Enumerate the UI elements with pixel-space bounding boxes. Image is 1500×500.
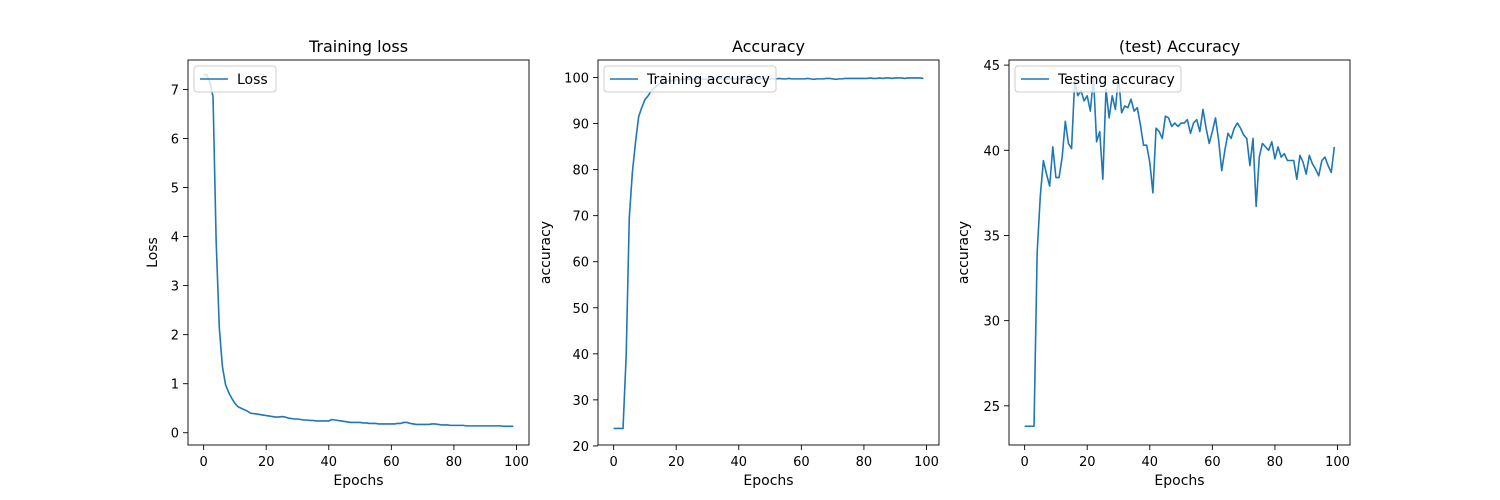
legend-box xyxy=(193,65,277,93)
x-tick-label: 80 xyxy=(856,455,873,470)
y-tick-label: 35 xyxy=(983,229,1000,244)
x-tick-label: 40 xyxy=(321,455,338,470)
y-tick-label: 45 xyxy=(983,59,1000,74)
y-tick-label: 40 xyxy=(983,144,1000,159)
y-tick-label: 90 xyxy=(572,118,589,133)
x-axis-label: Epochs xyxy=(743,473,793,489)
x-tick-label: 80 xyxy=(1267,455,1284,470)
y-axis-label: accuracy xyxy=(538,221,554,284)
plot-frame xyxy=(187,59,530,446)
x-tick-label: 0 xyxy=(200,455,208,470)
legend-box xyxy=(1014,65,1182,93)
y-axis-label: accuracy xyxy=(956,221,972,284)
legend: Training accuracy xyxy=(603,65,777,93)
x-tick-label: 60 xyxy=(793,455,810,470)
y-tick-label: 1 xyxy=(171,378,179,393)
legend-label: Loss xyxy=(237,72,268,88)
legend-label: Training accuracy xyxy=(646,72,770,88)
chart-title: (test) Accuracy xyxy=(1119,37,1240,56)
y-axis-label: Loss xyxy=(145,237,161,268)
x-tick-label: 100 xyxy=(504,455,529,470)
plot-frame xyxy=(597,59,940,446)
x-tick-label: 80 xyxy=(446,455,463,470)
y-tick-label: 80 xyxy=(572,164,589,179)
x-tick-label: 60 xyxy=(1204,455,1221,470)
y-tick-label: 50 xyxy=(572,302,589,317)
y-tick-label: 0 xyxy=(171,427,179,442)
y-tick-label: 30 xyxy=(572,394,589,409)
x-tick-label: 20 xyxy=(668,455,685,470)
x-tick-label: 0 xyxy=(1021,455,1029,470)
chart-title: Training loss xyxy=(308,37,408,56)
y-tick-label: 40 xyxy=(572,348,589,363)
plot-frame xyxy=(1008,59,1351,446)
legend-box xyxy=(603,65,777,93)
y-tick-label: 2 xyxy=(171,329,179,344)
training-loss-chart: 0 20 40 60 80 100 0 1 2 3 4 5 6 7 Loss Training loss Epo… xyxy=(145,37,530,489)
training-accuracy-chart: 0 20 40 60 80 100 20 30 40 50 60 70 80 90 100 Training … xyxy=(538,37,940,489)
x-tick-label: 100 xyxy=(1325,455,1350,470)
series-line-testing-accuracy xyxy=(1024,76,1336,428)
chart-title: Accuracy xyxy=(732,37,805,56)
series-line-loss xyxy=(203,73,514,428)
y-tick-label: 100 xyxy=(564,72,589,87)
y-tick-label: 5 xyxy=(171,182,179,197)
x-tick-label: 0 xyxy=(610,455,618,470)
y-tick-label: 70 xyxy=(572,210,589,225)
x-axis-label: Epochs xyxy=(333,473,383,489)
x-tick-label: 20 xyxy=(1079,455,1096,470)
x-axis-label: Epochs xyxy=(1154,473,1204,489)
y-tick-label: 25 xyxy=(983,400,1000,415)
x-tick-label: 20 xyxy=(258,455,275,470)
y-tick-label: 60 xyxy=(572,256,589,271)
x-tick-label: 40 xyxy=(731,455,748,470)
y-tick-label: 20 xyxy=(572,440,589,455)
legend: Testing accuracy xyxy=(1014,65,1182,93)
y-tick-label: 4 xyxy=(171,231,179,246)
testing-accuracy-chart: 0 20 40 60 80 100 25 30 35 40 45 Testing accuracy (t… xyxy=(956,37,1351,489)
x-tick-label: 100 xyxy=(914,455,939,470)
x-tick-label: 40 xyxy=(1142,455,1159,470)
y-tick-label: 7 xyxy=(171,83,179,98)
legend: Loss xyxy=(193,65,277,93)
y-tick-label: 3 xyxy=(171,280,179,295)
series-line-training-accuracy xyxy=(613,77,924,430)
y-tick-label: 6 xyxy=(171,132,179,147)
x-tick-label: 60 xyxy=(383,455,400,470)
y-tick-label: 30 xyxy=(983,315,1000,330)
legend-label: Testing accuracy xyxy=(1057,72,1175,88)
